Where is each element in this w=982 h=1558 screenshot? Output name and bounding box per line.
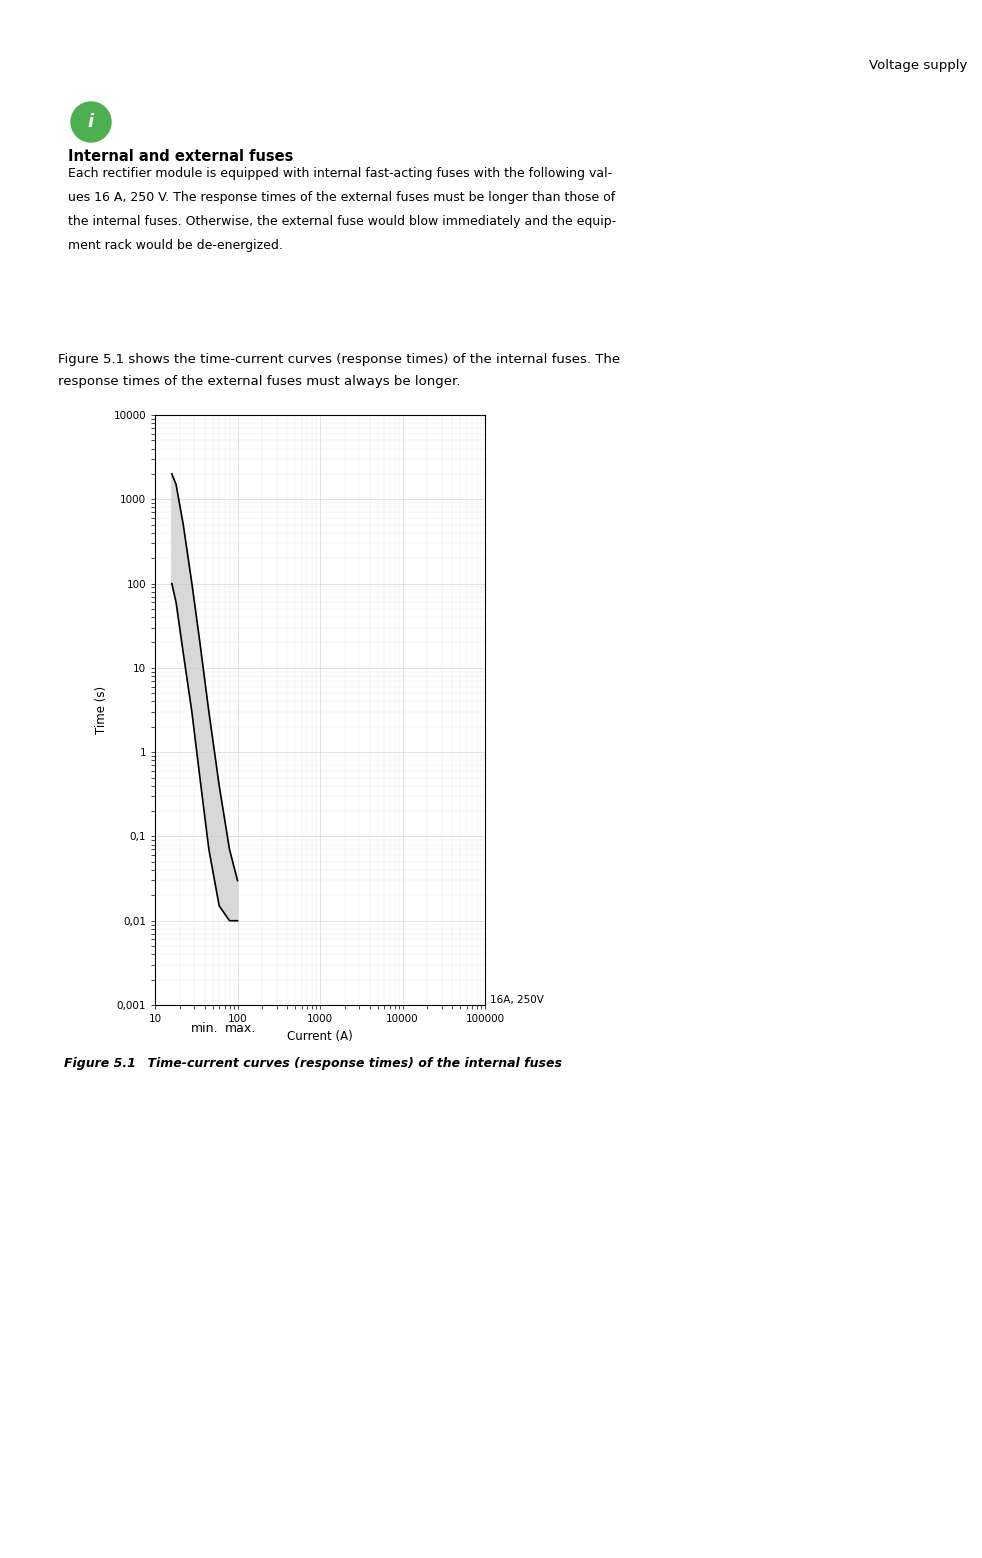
Polygon shape xyxy=(172,474,238,921)
Circle shape xyxy=(71,101,111,142)
Text: max.: max. xyxy=(224,1022,255,1036)
Text: Site Requirements 90DIB500R41SR_FCC02 – 99.1: Site Requirements 90DIB500R41SR_FCC02 – … xyxy=(675,1533,967,1546)
Text: 38: 38 xyxy=(15,1533,29,1546)
Text: min.: min. xyxy=(191,1022,219,1036)
Text: Figure 5.1 shows the time-current curves (response times) of the internal fuses.: Figure 5.1 shows the time-current curves… xyxy=(58,354,620,366)
Text: Figure 5.1: Figure 5.1 xyxy=(64,1058,136,1070)
Text: Requirements concerning the electrical system: Requirements concerning the electrical s… xyxy=(688,9,967,22)
Text: Time-current curves (response times) of the internal fuses: Time-current curves (response times) of … xyxy=(130,1058,562,1070)
Text: 16A, 250V: 16A, 250V xyxy=(490,996,544,1005)
Text: Internal and external fuses: Internal and external fuses xyxy=(68,150,294,164)
Text: Voltage supply: Voltage supply xyxy=(869,59,967,72)
Text: response times of the external fuses must always be longer.: response times of the external fuses mus… xyxy=(58,375,461,388)
Text: ment rack would be de-energized.: ment rack would be de-energized. xyxy=(68,238,283,252)
Text: i: i xyxy=(88,114,94,131)
Text: Each rectifier module is equipped with internal fast-acting fuses with the follo: Each rectifier module is equipped with i… xyxy=(68,167,612,181)
Text: the internal fuses. Otherwise, the external fuse would blow immediately and the : the internal fuses. Otherwise, the exter… xyxy=(68,215,616,227)
X-axis label: Current (A): Current (A) xyxy=(287,1030,353,1042)
Text: DIB-500 R4.1: DIB-500 R4.1 xyxy=(15,9,92,22)
Text: ues 16 A, 250 V. The response times of the external fuses must be longer than th: ues 16 A, 250 V. The response times of t… xyxy=(68,192,616,204)
Y-axis label: Time (s): Time (s) xyxy=(95,686,108,734)
